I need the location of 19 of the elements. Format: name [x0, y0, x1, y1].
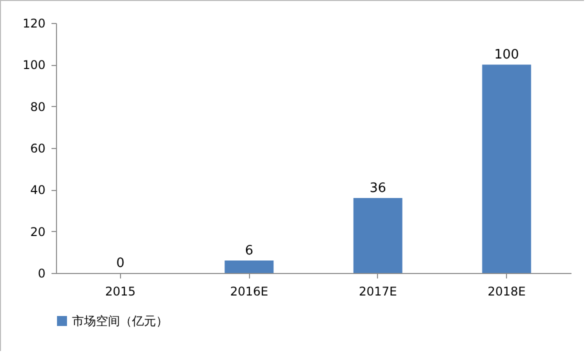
y-tick-label: 0 — [38, 266, 46, 280]
x-tick-label: 2015 — [105, 284, 136, 298]
y-tick-label: 100 — [22, 58, 46, 72]
data-label: 36 — [370, 181, 386, 196]
x-tick-label: 2017E — [358, 284, 397, 298]
data-label: 6 — [244, 244, 254, 258]
data-label: 0 — [116, 256, 125, 271]
x-tick-label: 2016E — [230, 284, 268, 298]
legend-label: 市场空间（亿元） — [72, 314, 168, 328]
bar — [224, 260, 274, 273]
bar — [353, 198, 402, 273]
x-tick-label: 2018E — [488, 284, 526, 298]
data-label: 100 — [494, 48, 520, 63]
y-tick-label: 120 — [22, 16, 46, 30]
y-tick-label: 60 — [30, 142, 46, 156]
y-tick-label: 40 — [30, 183, 46, 198]
bar — [482, 64, 532, 273]
y-tick-label: 80 — [30, 100, 46, 114]
y-tick-label: 20 — [30, 224, 46, 239]
